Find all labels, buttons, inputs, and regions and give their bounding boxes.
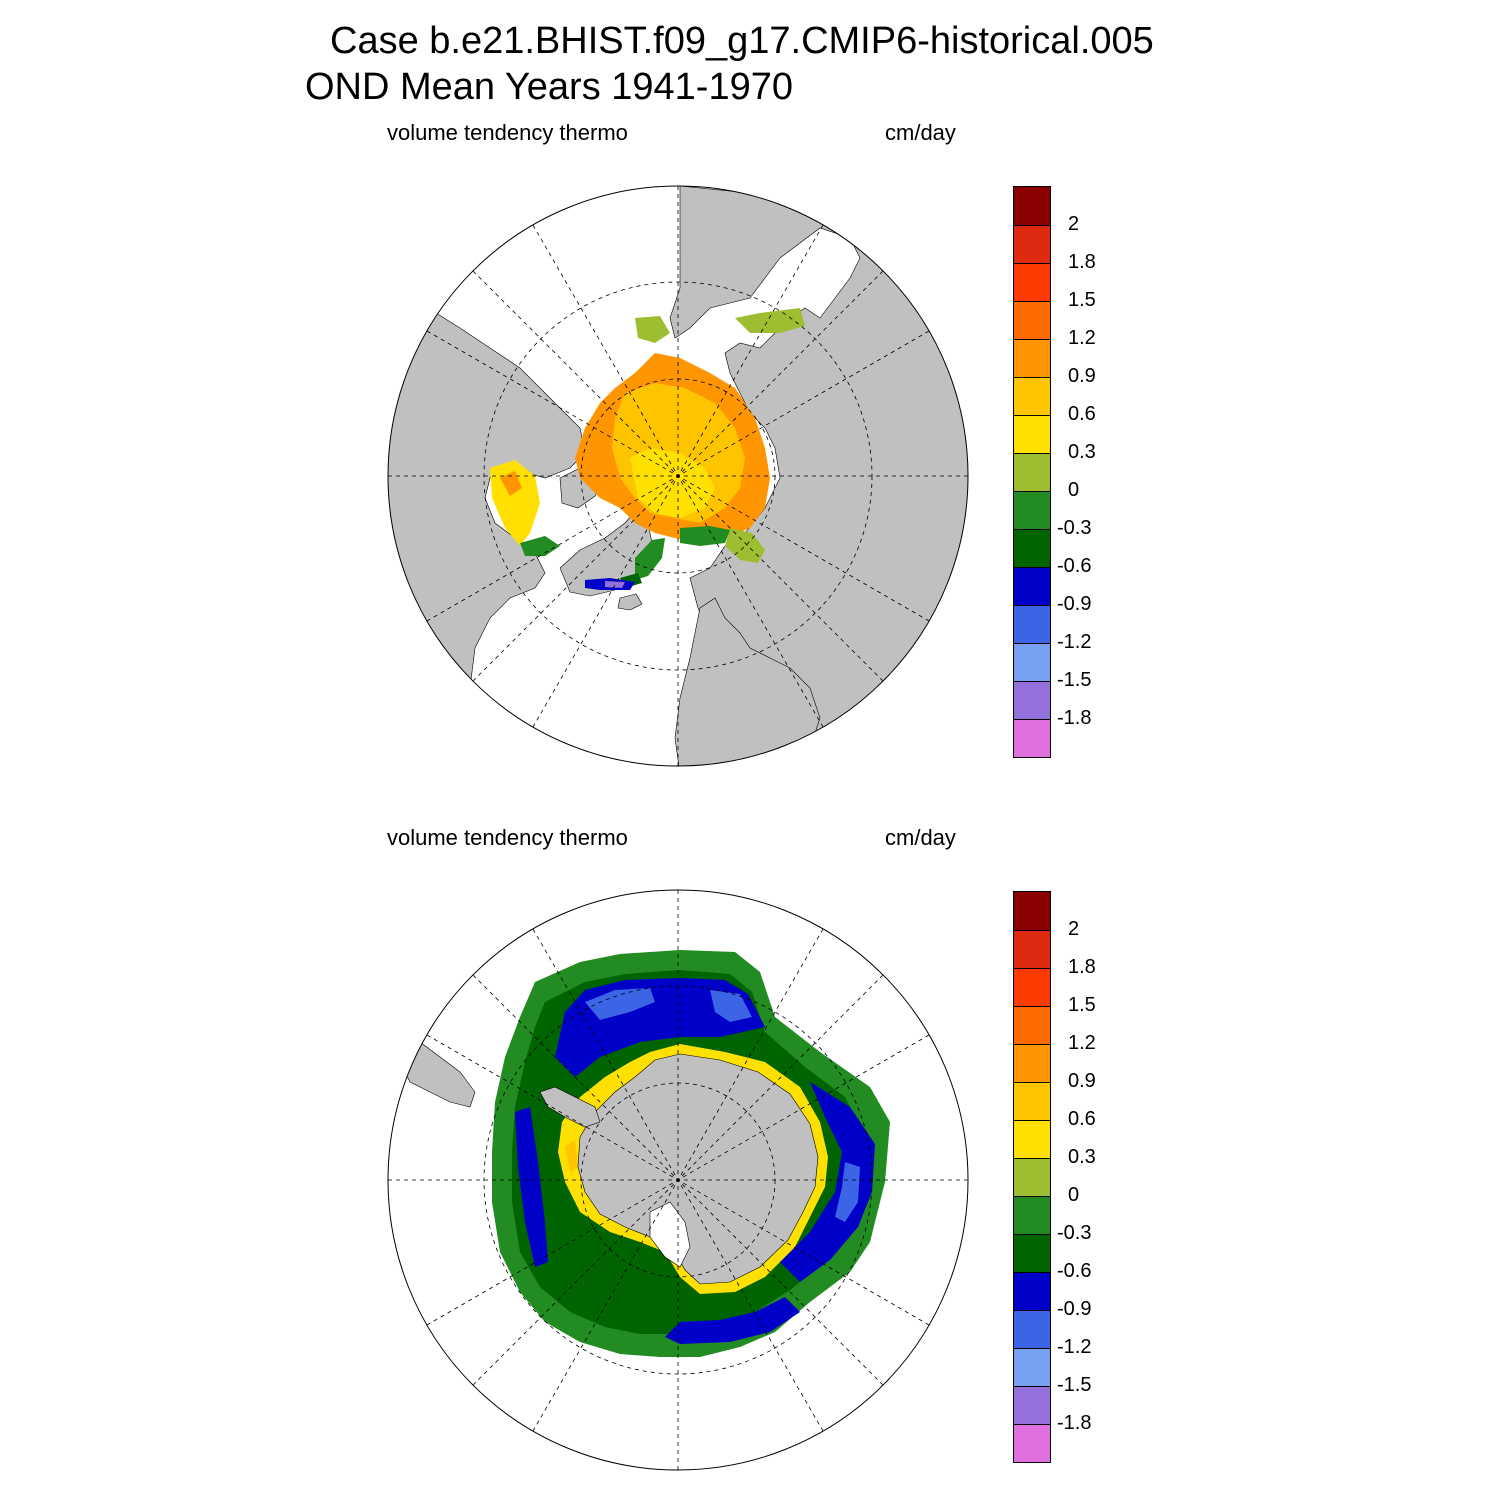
antarctic-colorbar-box <box>1014 1234 1050 1272</box>
antarctic-colorbar-label: 0 <box>1068 1184 1080 1206</box>
arctic-colorbar-label: -1.2 <box>1057 631 1092 653</box>
arctic-colorbar-box <box>1014 605 1050 643</box>
antarctic-colorbar-label: 1.2 <box>1068 1032 1096 1054</box>
arctic-ice-bering-green <box>635 316 670 343</box>
antarctic-ice-indian-blue <box>780 1082 875 1282</box>
arctic-colorbar-box <box>1014 339 1050 377</box>
arctic-ice-east-greenland-green <box>635 538 665 580</box>
antarctic-colorbar-box <box>1014 1348 1050 1386</box>
antarctic-colorbar-box <box>1014 1386 1050 1424</box>
antarctic-colorbar-box <box>1014 930 1050 968</box>
arctic-colorbar-label: 0 <box>1068 479 1080 501</box>
arctic-land-europe <box>674 597 821 766</box>
arctic-colorbar-label: 0.3 <box>1068 441 1096 463</box>
antarctic-colorbar-box <box>1014 1272 1050 1310</box>
arctic-colorbar-box <box>1014 453 1050 491</box>
antarctic-colorbar-label: 0.6 <box>1068 1108 1096 1130</box>
arctic-ice-kara-green <box>680 526 730 546</box>
arctic-colorbar-label: 1.8 <box>1068 251 1096 273</box>
antarctic-ross-ice-shelf <box>649 1201 691 1268</box>
antarctic-colorbar-box <box>1014 892 1050 930</box>
arctic-colorbar-box <box>1014 567 1050 605</box>
antarctic-colorbar-box <box>1014 1310 1050 1348</box>
antarctic-colorbar-box <box>1014 968 1050 1006</box>
antarctic-colorbar-box <box>1014 1196 1050 1234</box>
antarctic-coast-orange-patch <box>565 1140 578 1172</box>
figure-title-line1: Case b.e21.BHIST.f09_g17.CMIP6-historica… <box>330 20 1154 62</box>
antarctic-ice-indian-lightblue <box>835 1162 860 1222</box>
arctic-colorbar-label: -0.6 <box>1057 555 1092 577</box>
arctic-colorbar-box <box>1014 263 1050 301</box>
antarctic-colorbar-label: -1.2 <box>1057 1336 1092 1358</box>
antarctic-polar-map <box>387 889 969 1471</box>
arctic-colorbar-box <box>1014 719 1050 757</box>
arctic-colorbar-label: -0.3 <box>1057 517 1092 539</box>
panel-antarctic-variable-label: volume tendency thermo <box>387 825 628 850</box>
antarctic-ice-amundsen-blue <box>515 1107 548 1267</box>
antarctic-colorbar-box <box>1014 1006 1050 1044</box>
antarctic-peninsula <box>539 1086 601 1128</box>
arctic-colorbar-label: -1.5 <box>1057 669 1092 691</box>
antarctic-colorbar-label: 0.9 <box>1068 1070 1096 1092</box>
arctic-land-iceland <box>617 593 643 611</box>
arctic-colorbar-box <box>1014 681 1050 719</box>
antarctic-colorbar-box <box>1014 1044 1050 1082</box>
antarctic-graticule <box>388 890 968 1470</box>
antarctic-colorbar-box <box>1014 1120 1050 1158</box>
arctic-colorbar-box <box>1014 643 1050 681</box>
antarctic-colorbar-label: -0.9 <box>1057 1298 1092 1320</box>
arctic-ice-field-inner <box>630 448 715 518</box>
arctic-colorbar-box <box>1014 377 1050 415</box>
arctic-colorbar-label: -0.9 <box>1057 593 1092 615</box>
antarctic-colorbar-box <box>1014 1424 1050 1462</box>
arctic-colorbar-label: 1.5 <box>1068 289 1096 311</box>
arctic-colorbar-box <box>1014 529 1050 567</box>
antarctic-ice-weddell-lightblue2 <box>710 990 752 1022</box>
arctic-polar-map <box>387 185 969 767</box>
antarctic-map-border <box>387 889 969 1471</box>
arctic-colorbar-box <box>1014 225 1050 263</box>
arctic-colorbar-label: 0.9 <box>1068 365 1096 387</box>
arctic-colorbar-box <box>1014 301 1050 339</box>
arctic-ice-hudson-bay-orange <box>500 471 522 496</box>
arctic-colorbar-box <box>1014 187 1050 225</box>
panel-antarctic-units-label: cm/day <box>885 825 956 850</box>
panel-arctic-variable-label: volume tendency thermo <box>387 120 628 145</box>
antarctic-colorbar-box <box>1014 1082 1050 1120</box>
arctic-colorbar-label: 0.6 <box>1068 403 1096 425</box>
arctic-ice-denmark-strait-violet <box>605 581 625 588</box>
arctic-colorbar-label: 2 <box>1068 213 1080 235</box>
antarctic-colorbar-label: -0.6 <box>1057 1260 1092 1282</box>
arctic-colorbar-label: -1.8 <box>1057 707 1092 729</box>
panel-arctic-units-label: cm/day <box>885 120 956 145</box>
antarctic-colorbar-label: 0.3 <box>1068 1146 1096 1168</box>
arctic-colorbar-label: 1.2 <box>1068 327 1096 349</box>
arctic-colorbar-box <box>1014 491 1050 529</box>
antarctic-colorbar-label: -1.8 <box>1057 1412 1092 1434</box>
antarctic-colorbar-label: -0.3 <box>1057 1222 1092 1244</box>
antarctic-colorbar-box <box>1014 1158 1050 1196</box>
antarctic-colorbar-label: 1.5 <box>1068 994 1096 1016</box>
antarctic-colorbar-label: -1.5 <box>1057 1374 1092 1396</box>
arctic-map-border <box>387 185 969 767</box>
antarctic-colorbar-label: 2 <box>1068 918 1080 940</box>
antarctic-ice-weddell-lightblue <box>585 988 655 1020</box>
arctic-graticule <box>388 186 968 766</box>
arctic-colorbar-box <box>1014 415 1050 453</box>
antarctic-colorbar-label: 1.8 <box>1068 956 1096 978</box>
figure-title-line2: OND Mean Years 1941-1970 <box>305 66 793 108</box>
arctic-ice-labrador-green <box>520 536 560 556</box>
arctic-ice-okhotsk-green <box>735 308 805 333</box>
antarctic-colorbar <box>1013 891 1051 1463</box>
arctic-colorbar <box>1013 186 1051 758</box>
